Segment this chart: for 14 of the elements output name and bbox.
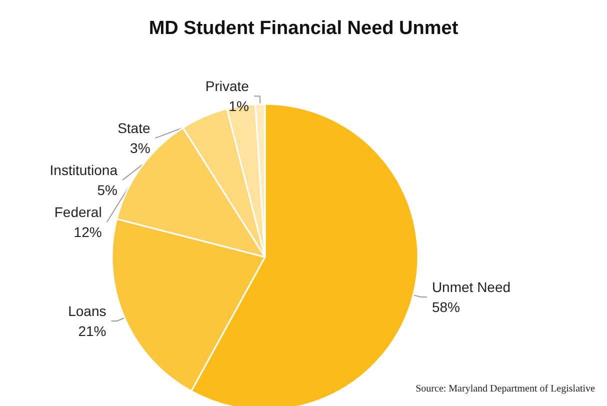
slice-label: State (118, 120, 150, 136)
slice-label: Unmet Need (432, 279, 511, 296)
data-label: 58% (432, 299, 460, 316)
chart-title: MD Student Financial Need Unmet (148, 18, 459, 39)
slice-label: Loans (68, 302, 106, 319)
slice-label: Federal (54, 204, 102, 220)
slice-label: Institutiona (50, 162, 118, 178)
data-label: 21% (78, 322, 106, 339)
data-label: 1% (228, 98, 249, 114)
data-label: 5% (97, 182, 118, 198)
slice-label: Private (205, 78, 250, 94)
data-label: 3% (130, 140, 150, 156)
data-label: 12% (74, 224, 102, 240)
source-note: Source: Maryland Department of Legislative (416, 384, 596, 394)
